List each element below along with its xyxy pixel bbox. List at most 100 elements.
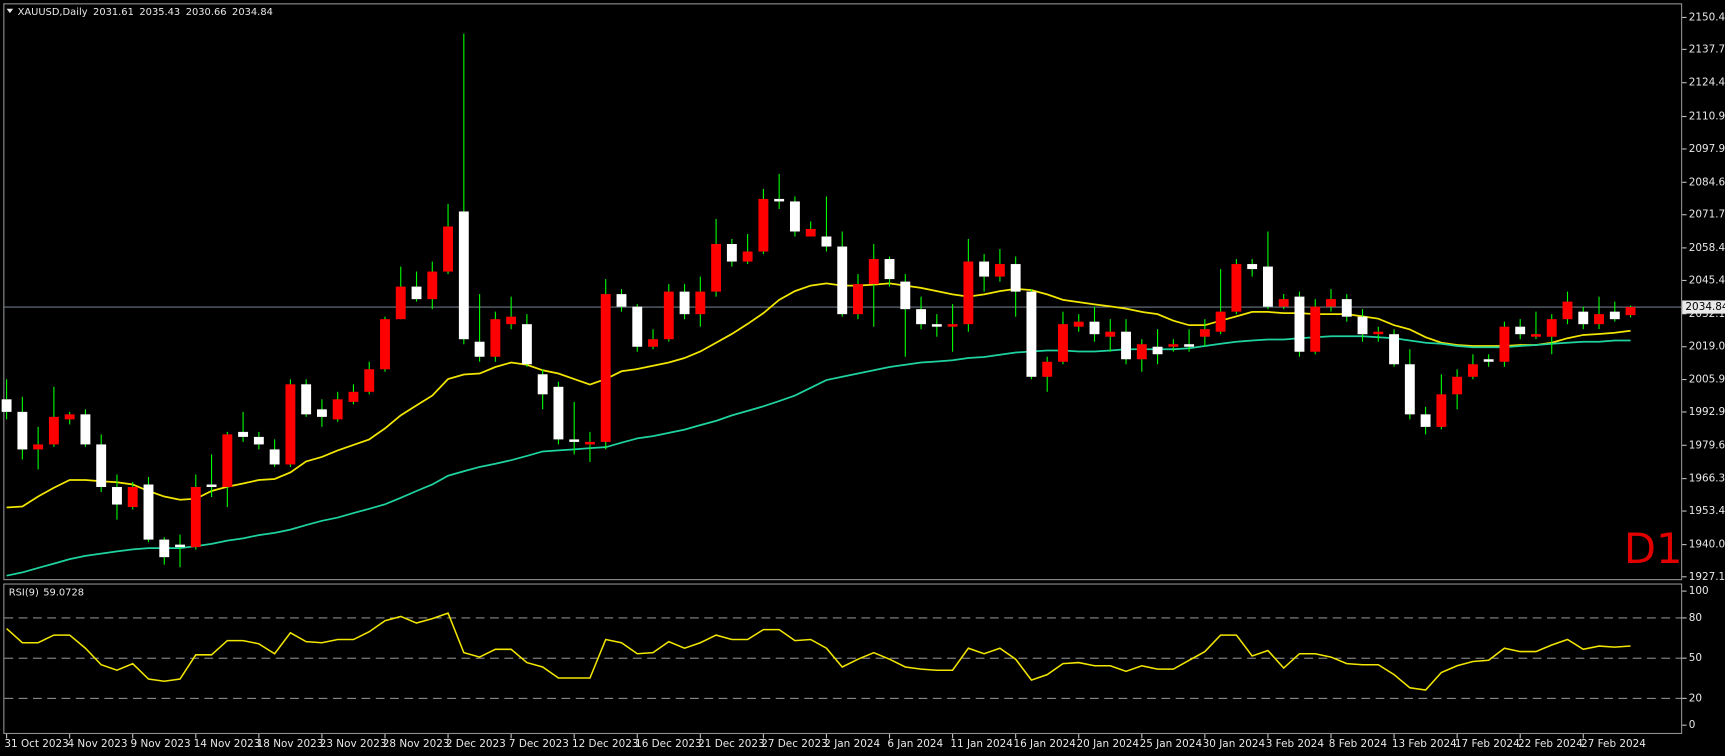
candle-body [332,399,343,420]
candle-body [395,286,406,320]
x-tick-label: 13 Feb 2024 [1392,738,1457,750]
candle-body [301,384,312,415]
candle-body [1609,311,1620,320]
candle-body [33,444,44,450]
x-tick-label: 18 Nov 2023 [257,738,324,750]
candle-body [1121,331,1131,360]
candle-body [1341,299,1352,317]
candle-body [1073,321,1084,327]
header-high: 2035.43 [139,7,180,18]
candle-body [758,198,769,252]
header-close: 2034.84 [232,7,273,18]
candle-body [285,384,296,465]
moving-average [6,282,1631,509]
candle-body [159,539,170,558]
candle-body [1594,314,1604,325]
candle-body [1467,364,1478,377]
y-tick-label: 2084.65 [1689,176,1725,188]
candle-body [1278,299,1289,307]
candle-body [1326,299,1336,307]
candle-body [458,211,469,340]
header-low: 2030.66 [186,7,227,18]
candle-body [17,411,28,450]
candle-body [553,386,564,440]
x-tick-label: 4 Nov 2023 [67,738,127,750]
symbol-title: XAUUSD,Daily [18,7,88,18]
candle-body [805,228,816,237]
candle-body [821,236,832,247]
indicator-header: RSI(9) 59.0728 [9,587,84,598]
y-tick-label: 1992.95 [1689,406,1725,418]
candle-body [490,319,501,357]
candle-body [774,198,785,202]
y-tick-label: 1979.65 [1689,439,1725,451]
candle-body [1420,414,1431,427]
y-tick-label: 1953.40 [1689,505,1725,517]
candle-body [253,436,264,445]
candle-body [1546,319,1557,337]
y-tick-label: 2137.70 [1689,43,1725,55]
candle-body [64,414,75,420]
candle-body [1262,266,1273,307]
current-price-tag [1682,300,1725,314]
y-tick-label: 2097.95 [1689,143,1725,155]
y-tick-label: 1966.35 [1689,473,1725,485]
y-tick-label: 80 [1689,612,1702,624]
candle-body [1373,331,1384,335]
x-tick-label: 23 Nov 2023 [320,738,387,750]
candle-body [521,324,532,365]
header-open: 2031.61 [93,7,134,18]
candle-body [1152,346,1163,355]
candle-body [994,264,1005,277]
x-tick-label: 20 Jan 2024 [1077,738,1140,750]
candle-body [837,246,848,315]
x-tick-label: 27 Dec 2023 [761,738,828,750]
x-tick-label: 3 Feb 2024 [1266,738,1325,750]
y-tick-label: 2045.45 [1689,274,1725,286]
y-tick-label: 20 [1689,692,1702,704]
candle-body [80,414,91,445]
candle-body [1578,311,1589,325]
candle-body [1,399,12,412]
x-tick-label: 16 Jan 2024 [1013,738,1076,750]
candle-body [663,291,674,340]
x-tick-label: 6 Jan 2024 [887,738,943,750]
current-price-label: 2034.84 [1685,301,1725,313]
y-tick-label: 1927.15 [1689,571,1725,583]
candle-body [1105,331,1116,337]
chart-header: XAUUSD,Daily 2031.61 2035.43 2030.66 2034.84 [18,7,273,18]
candle-body [537,374,548,395]
y-tick-label: 1940.00 [1689,539,1725,551]
candle-body [569,439,580,442]
candle-body [269,449,280,465]
x-tick-label: 12 Dec 2023 [572,738,639,750]
y-tick-label: 2110.90 [1689,111,1725,123]
y-tick-label: 2005.90 [1689,374,1725,386]
y-tick-label: 2071.70 [1689,209,1725,221]
candle-body [1168,344,1179,347]
y-tick-label: 100 [1689,585,1709,597]
y-tick-label: 0 [1689,719,1696,731]
candle-body [585,441,595,445]
candle-body [316,409,327,417]
candle-body [48,416,59,445]
x-tick-label: 7 Dec 2023 [509,738,569,750]
x-tick-label: 22 Feb 2024 [1518,738,1583,750]
candle-body [931,324,942,327]
x-tick-label: 31 Oct 2023 [4,738,68,750]
candle-body [1184,344,1195,347]
candle-body [726,244,737,262]
candle-body [411,286,422,300]
candle-body [1199,329,1210,337]
candle-body [648,339,658,347]
candle-body [1404,364,1415,415]
candle-body [190,487,201,548]
candle-body [1483,359,1494,362]
x-tick-label: 21 Dec 2023 [698,738,765,750]
candle-body [711,244,722,292]
candle-body [1452,376,1463,395]
indicator-value: 59.0728 [43,587,84,598]
candle-body [947,324,958,327]
